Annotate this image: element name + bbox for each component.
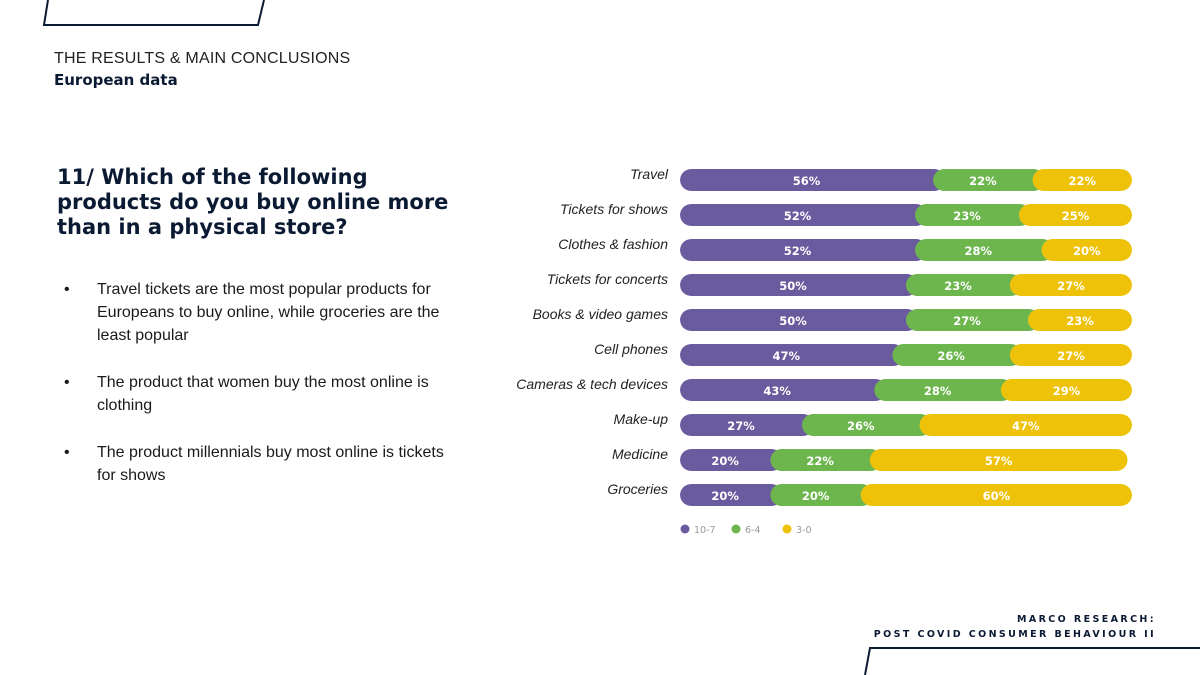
data-label: 56% [793, 174, 821, 188]
bar-segment-6-4 [892, 344, 1022, 366]
data-label: 43% [763, 384, 791, 398]
bar-segment-6-4 [802, 414, 932, 436]
category-label: Tickets for shows [560, 201, 668, 217]
bar-segment-10-7 [680, 169, 946, 191]
bar-segment-3-0 [860, 484, 1132, 506]
bar-segment-10-7 [680, 449, 783, 471]
bar-segment-6-4 [874, 379, 1013, 401]
data-label: 27% [953, 314, 981, 328]
bar-segment-10-7 [680, 379, 887, 401]
bar-segment-3-0 [869, 449, 1128, 471]
footer-line-2: POST COVID CONSUMER BEHAVIOUR II [873, 629, 1156, 640]
data-label: 29% [1053, 384, 1081, 398]
bullet-icon: • [64, 444, 70, 461]
section-kicker: THE RESULTS & MAIN CONCLUSIONS [54, 50, 351, 67]
legend-label: 6-4 [745, 525, 761, 536]
footer-line-1: MARCO RESEARCH: [1016, 614, 1156, 625]
bar-segment-6-4 [915, 204, 1031, 226]
data-label: 22% [969, 174, 997, 188]
bar-segment-6-4 [906, 274, 1022, 296]
data-label: 22% [1069, 174, 1097, 188]
data-label: 27% [727, 419, 755, 433]
conclusion-text: Travel tickets are the most popular prod… [97, 281, 440, 344]
bar-segment-10-7 [680, 414, 815, 436]
question-title: 11/ Which of the following products do y… [57, 165, 449, 239]
footer-credit: MARCO RESEARCH: POST COVID CONSUMER BEHA… [874, 612, 1156, 642]
legend-marker [782, 524, 792, 534]
bar-segment-3-0 [1019, 204, 1132, 226]
data-label: 26% [937, 349, 965, 363]
category-label: Make-up [614, 411, 669, 427]
data-label: 28% [924, 384, 952, 398]
data-label: 28% [965, 244, 993, 258]
data-label: 23% [944, 279, 972, 293]
data-label: 47% [1012, 419, 1040, 433]
data-label: 23% [953, 209, 981, 223]
bar-segment-3-0 [1032, 169, 1132, 191]
section-subtitle: European data [54, 71, 178, 89]
bar-segment-6-4 [906, 309, 1041, 331]
data-label: 52% [784, 244, 812, 258]
conclusion-item: • The product that women buy the most onl… [60, 371, 450, 417]
data-label: 47% [772, 349, 800, 363]
bar-segment-3-0 [919, 414, 1132, 436]
data-label: 50% [779, 279, 807, 293]
category-label: Groceries [607, 481, 668, 497]
legend-marker [731, 524, 741, 534]
conclusions-list: • Travel tickets are the most popular pro… [60, 278, 450, 511]
data-label: 27% [1057, 279, 1085, 293]
bar-segment-3-0 [1009, 344, 1132, 366]
bar-segment-10-7 [680, 239, 928, 261]
top-left-frame-decoration [42, 0, 265, 26]
bar-segment-3-0 [1009, 274, 1132, 296]
bar-segment-6-4 [915, 239, 1054, 261]
bar-segment-10-7 [680, 309, 918, 331]
bar-segment-6-4 [770, 449, 882, 471]
category-label: Clothes & fashion [558, 236, 668, 252]
category-label: Cell phones [594, 341, 668, 357]
data-label: 27% [1057, 349, 1085, 363]
data-label: 20% [711, 454, 739, 468]
bullet-icon: • [64, 281, 70, 298]
conclusion-text: The product that women buy the most onli… [97, 374, 429, 414]
data-label: 20% [711, 489, 739, 503]
bar-segment-10-7 [680, 344, 905, 366]
conclusion-item: • Travel tickets are the most popular pro… [60, 278, 450, 347]
data-label: 20% [802, 489, 830, 503]
data-label: 20% [1073, 244, 1101, 258]
bullet-icon: • [64, 374, 70, 391]
bar-segment-3-0 [1041, 239, 1132, 261]
bar-segment-3-0 [1028, 309, 1132, 331]
data-label: 50% [779, 314, 807, 328]
legend-label: 10-7 [694, 525, 716, 536]
data-label: 57% [985, 454, 1013, 468]
bar-segment-10-7 [680, 204, 928, 226]
data-label: 26% [847, 419, 875, 433]
legend-marker [680, 524, 690, 534]
data-label: 52% [784, 209, 812, 223]
data-label: 22% [806, 454, 834, 468]
data-label: 25% [1062, 209, 1090, 223]
category-label: Cameras & tech devices [516, 376, 668, 392]
category-label: Travel [630, 166, 669, 182]
data-label: 60% [983, 489, 1011, 503]
data-label: 23% [1066, 314, 1094, 328]
category-label: Tickets for concerts [547, 271, 668, 287]
bar-segment-3-0 [1000, 379, 1132, 401]
bar-segment-10-7 [680, 274, 918, 296]
conclusion-item: • The product millennials buy most online… [60, 441, 450, 487]
legend-label: 3-0 [796, 525, 812, 536]
category-label: Books & video games [533, 306, 668, 322]
bar-segment-10-7 [680, 484, 783, 506]
stacked-bar-chart: Travel 56% 22% 22% Tickets for shows 52% 23% 25… [516, 166, 1132, 536]
bar-segment-6-4 [770, 484, 873, 506]
category-label: Medicine [612, 446, 668, 462]
conclusion-text: The product millennials buy most online … [97, 444, 444, 484]
bar-segment-6-4 [933, 169, 1045, 191]
bottom-right-frame-decoration [864, 647, 1200, 675]
